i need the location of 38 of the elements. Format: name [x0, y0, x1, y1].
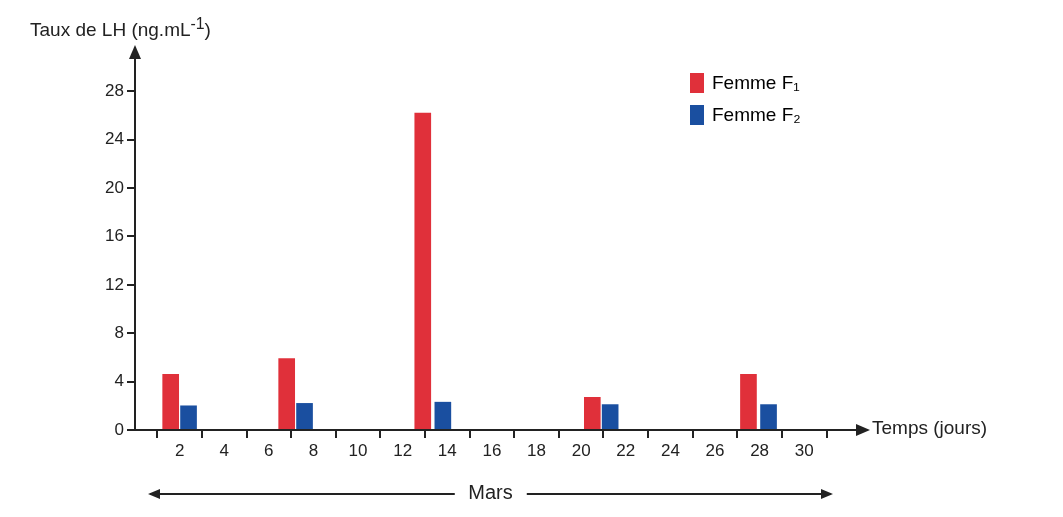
bar — [740, 374, 757, 430]
y-tick-label: 8 — [114, 322, 124, 342]
y-tick-label: 24 — [105, 129, 124, 149]
bar — [162, 374, 180, 430]
x-tick-label: 2 — [174, 440, 185, 460]
x-tick-label: 28 — [750, 440, 770, 460]
x-tick-label: 12 — [393, 440, 413, 460]
text: Mars — [454, 481, 527, 504]
x-tick-label: 18 — [527, 440, 546, 460]
x-tick-label: 6 — [264, 440, 274, 460]
bar — [760, 404, 777, 430]
x-tick-label: 22 — [616, 440, 636, 460]
x-axis-title: Temps (jours) — [872, 417, 988, 439]
bar — [601, 404, 619, 430]
bar — [414, 112, 432, 430]
x-tick-label: 4 — [219, 440, 229, 460]
x-tick-label: 26 — [705, 440, 725, 460]
y-axis-title: Taux de LH (ng.mL$^{-1}$) — [30, 15, 211, 42]
x-tick-label: 14 — [437, 440, 457, 460]
y-tick-label: 20 — [105, 177, 124, 197]
bar — [583, 397, 601, 430]
x-tick-label: 8 — [308, 440, 319, 460]
x-tick-label: 20 — [571, 440, 591, 460]
y-tick-label: 16 — [105, 226, 124, 246]
y-tick-label: 28 — [105, 80, 124, 100]
x-tick-label: 16 — [482, 440, 502, 460]
bar — [278, 358, 296, 430]
bar — [434, 401, 452, 430]
y-tick-label: 4 — [114, 371, 124, 391]
x-tick-label: 24 — [660, 440, 680, 460]
bar — [180, 405, 197, 430]
x-tick-label: 30 — [794, 440, 814, 460]
x-tick-label: 10 — [348, 440, 368, 460]
legend-label: Femme F₁ — [712, 72, 800, 94]
y-tick-label: 12 — [105, 274, 124, 294]
legend-label: Femme F₂ — [712, 104, 801, 126]
y-tick-label: 0 — [114, 419, 124, 439]
bar — [296, 403, 313, 430]
